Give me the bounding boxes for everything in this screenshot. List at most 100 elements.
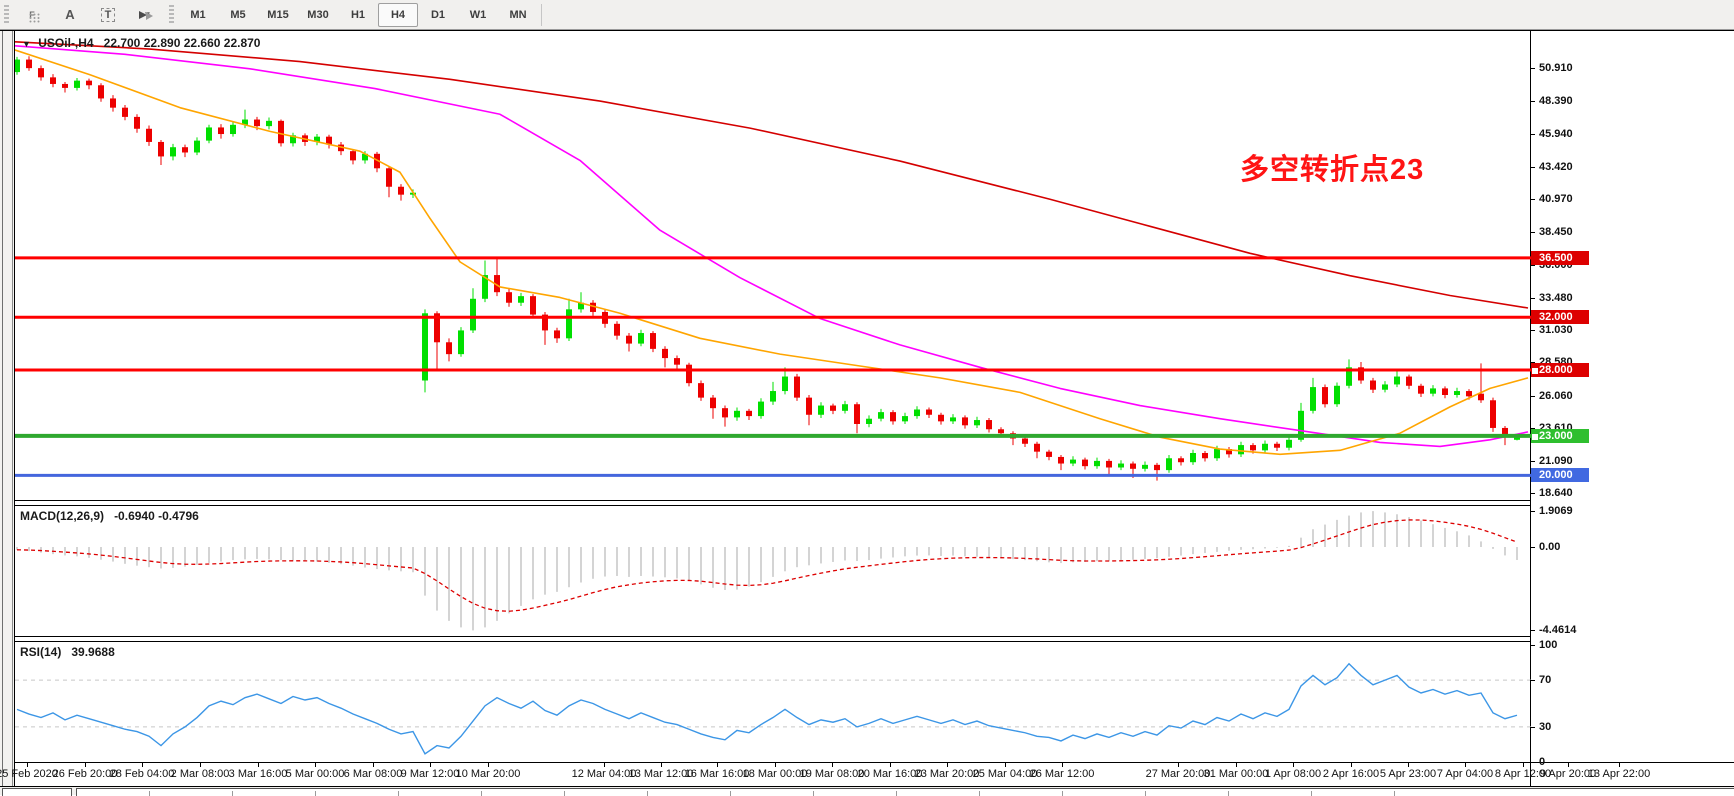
date-tick [604, 763, 605, 767]
timeframe-button-m15[interactable]: M15 [267, 8, 289, 21]
macd-panel-top [14, 505, 1531, 506]
date-tick [1351, 763, 1352, 767]
strip-tick [1062, 791, 1063, 796]
strip-tick [149, 791, 150, 796]
toolbar-separator [541, 3, 542, 26]
date-tick [661, 763, 662, 767]
timeframe-button-h1[interactable]: H1 [350, 8, 366, 21]
toolbar-grip-2[interactable] [169, 4, 174, 25]
collapse-triangle-icon[interactable]: ▼ [22, 39, 31, 49]
price-tick [1530, 101, 1535, 103]
high-value: 22.890 [143, 36, 181, 50]
price-axis-label: 21.090 [1539, 455, 1573, 468]
macd-tick [1530, 511, 1535, 513]
grid-f-label: F [29, 9, 35, 20]
main-chart-canvas[interactable] [15, 31, 1531, 501]
date-label: 6 Mar 08:00 [343, 768, 403, 780]
strip-tick [564, 791, 565, 796]
price-badge-23.000: 23.000 [1531, 428, 1589, 443]
price-axis-label: 26.060 [1539, 389, 1573, 402]
timeframe-button-m5[interactable]: M5 [230, 8, 246, 21]
timeframe-button-mn[interactable]: MN [509, 8, 527, 21]
line-handle-icon[interactable] [1531, 366, 1539, 375]
price-badge-36.500: 36.500 [1531, 250, 1589, 265]
macd-canvas[interactable] [15, 506, 1531, 636]
toolbar-grip[interactable] [4, 4, 9, 25]
date-label: 28 Feb 04:00 [109, 768, 175, 780]
shapes-dropdown-button[interactable]: ▼ [127, 3, 165, 27]
date-label: 5 Apr 23:00 [1379, 768, 1437, 780]
chart-window[interactable] [0, 30, 1734, 787]
price-badge-28.000: 28.000 [1531, 362, 1589, 377]
low-value: 22.660 [183, 36, 221, 50]
strip-tick [481, 791, 482, 796]
date-tick [1408, 763, 1409, 767]
timeframe-button-d1[interactable]: D1 [430, 8, 446, 21]
chart-annotation-text[interactable]: 多空转折点23 [1240, 154, 1425, 186]
date-label: 12 Mar 04:00 [571, 768, 637, 780]
date-label: 9 Mar 12:00 [400, 768, 460, 780]
line-handle-icon[interactable] [1531, 432, 1539, 441]
timeframe-button-h4[interactable]: H4 [378, 2, 418, 27]
date-label: 26 Feb 20:00 [52, 768, 118, 780]
macd-header: MACD(12,26,9) -0.6940 -0.4796 [20, 509, 199, 523]
symbol-timeframe-label: USOil-,H4 [38, 36, 94, 50]
indicator-grid-button[interactable]: F [13, 3, 51, 27]
macd-tick [1530, 630, 1535, 632]
date-label: 16 Mar 16:00 [684, 768, 750, 780]
price-tick [1530, 199, 1535, 200]
date-tick [200, 763, 201, 767]
price-tick [1530, 493, 1535, 495]
price-tick [1530, 232, 1535, 234]
strip-tick [896, 791, 897, 796]
price-axis-label: 50.910 [1539, 62, 1573, 74]
rsi-tick [1530, 726, 1535, 728]
timeframe-button-m30[interactable]: M30 [307, 8, 329, 21]
rsi-tick [1530, 645, 1535, 646]
text-label-button[interactable]: A [51, 3, 89, 27]
macd-axis-label: 0.00 [1539, 541, 1561, 553]
rsi-axis-label: 70 [1539, 674, 1552, 687]
date-label: 13 Mar 12:00 [628, 768, 694, 780]
shapes-icon [139, 10, 153, 20]
date-tick [142, 763, 143, 767]
date-label: 8 Apr 12:00 [1494, 768, 1552, 780]
price-axis-label: 48.390 [1539, 95, 1573, 108]
open-value: 22.700 [103, 36, 141, 50]
rsi-panel-top [14, 641, 1531, 642]
date-label: 25 Feb 2020 [0, 768, 58, 780]
macd-panel-bottom [14, 636, 1531, 637]
date-tick [373, 763, 374, 767]
price-tick [1530, 362, 1535, 364]
strip-tick [1394, 791, 1395, 796]
price-axis-label: 43.420 [1539, 160, 1573, 173]
date-label: 2 Apr 16:00 [1322, 768, 1380, 780]
timeframe-button-w1[interactable]: W1 [469, 8, 487, 21]
date-tick [775, 763, 776, 767]
scroll-strip-right-box[interactable] [76, 788, 1734, 796]
date-label: 9 Apr 20:00 [1539, 768, 1597, 780]
rsi-axis-label: 30 [1539, 720, 1552, 733]
rsi-tick [1530, 762, 1535, 763]
date-label: 23 Mar 20:00 [914, 768, 980, 780]
rsi-canvas[interactable] [15, 642, 1531, 762]
date-axis-bottom [0, 786, 1734, 787]
price-badge-20.000: 20.000 [1531, 468, 1589, 483]
dot-grid-icon [29, 13, 40, 22]
macd-axis-label: -4.4614 [1539, 624, 1577, 637]
date-tick [1062, 763, 1063, 767]
frame-top [0, 30, 1734, 31]
bottom-scroll-strip[interactable] [0, 787, 1734, 796]
date-tick [1178, 763, 1179, 767]
date-label: 31 Mar 00:00 [1203, 768, 1269, 780]
strip-tick [232, 791, 233, 796]
scroll-strip-left-box[interactable] [2, 788, 72, 796]
top-toolbar: F A T ▼ M1 M5 M15 M30 H1 H4 D1 W1 MN [0, 0, 1734, 30]
timeframe-button-m1[interactable]: M1 [190, 8, 206, 21]
date-label: 26 Mar 12:00 [1029, 768, 1095, 780]
text-box-button[interactable]: T [89, 3, 127, 27]
date-tick [488, 763, 489, 767]
frame-left [14, 30, 15, 786]
price-tick [1530, 264, 1535, 266]
date-label: 5 Mar 00:00 [285, 768, 345, 780]
